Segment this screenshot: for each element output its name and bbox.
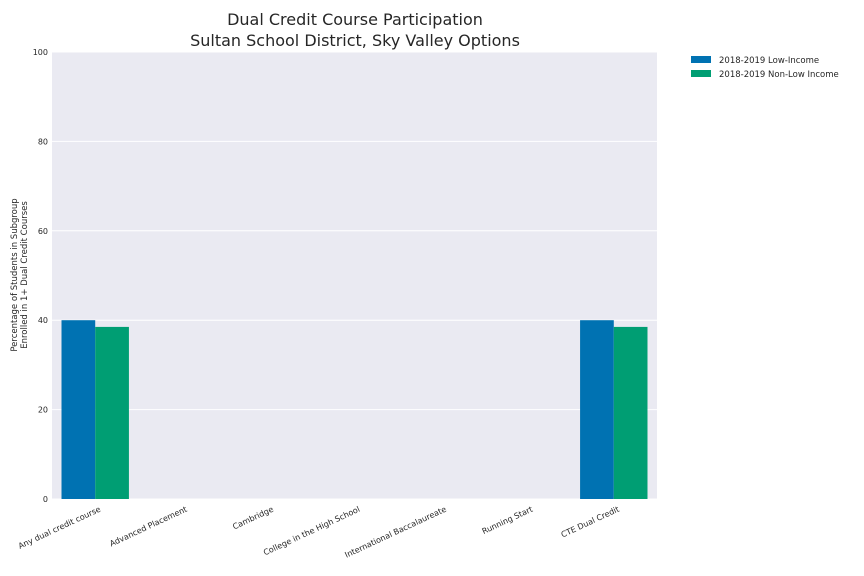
x-tick: Cambridge (231, 505, 275, 532)
x-tick-label: CTE Dual Credit (560, 505, 621, 540)
y-tick-label: 40 (38, 316, 48, 325)
bar-low-income (580, 320, 614, 499)
legend-swatch (691, 56, 711, 63)
y-tick-label: 100 (33, 48, 48, 57)
bar-non-low-income (613, 326, 648, 499)
y-axis-ticks: 0 20 40 60 80 100 (33, 48, 48, 504)
legend-label: 2018-2019 Non-Low Income (719, 70, 839, 80)
y-tick-label: 20 (38, 406, 48, 415)
y-axis-label-line2: Enrolled in 1+ Dual Credit Courses (20, 201, 30, 349)
y-axis-label-line1: Percentage of Students in Subgroup (10, 198, 20, 351)
x-tick: Running Start (481, 505, 535, 536)
bars (61, 320, 648, 499)
legend-swatch (691, 70, 711, 77)
x-tick: CTE Dual Credit (560, 505, 621, 540)
y-tick-label: 60 (38, 227, 48, 236)
legend-label: 2018-2019 Low-Income (719, 56, 819, 66)
chart-title: Dual Credit Course Participation (227, 10, 483, 29)
bar-low-income (61, 320, 96, 499)
x-tick-label: Cambridge (231, 505, 275, 532)
x-tick: Any dual credit course (17, 505, 102, 551)
bar-non-low-income (95, 326, 129, 499)
y-tick-label: 80 (38, 137, 48, 146)
x-axis-ticks: Any dual credit course Advanced Placement… (17, 505, 621, 560)
legend: 2018-2019 Low-Income 2018-2019 Non-Low In… (691, 56, 839, 80)
x-tick-label: Running Start (481, 505, 535, 536)
y-axis-label: Percentage of Students in Subgroup Enrol… (10, 198, 30, 351)
x-tick-label: Any dual credit course (17, 505, 102, 551)
plot-area (52, 52, 657, 499)
x-tick: Advanced Placement (108, 505, 188, 549)
x-tick-label: Advanced Placement (108, 505, 188, 549)
y-tick-label: 0 (43, 495, 48, 504)
chart-subtitle: Sultan School District, Sky Valley Optio… (190, 31, 520, 50)
gridlines (52, 51, 657, 500)
